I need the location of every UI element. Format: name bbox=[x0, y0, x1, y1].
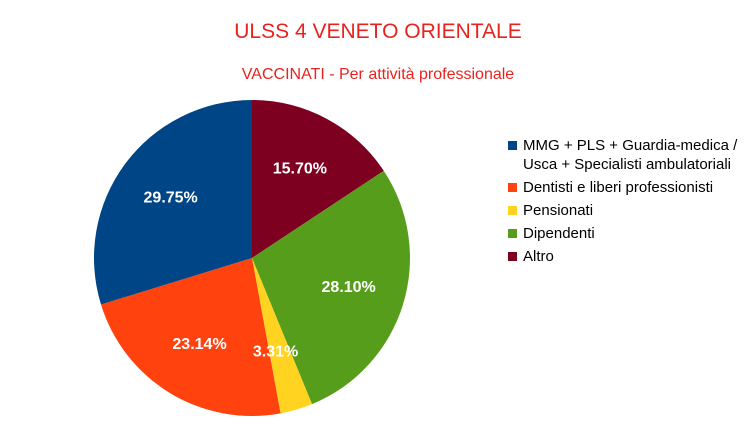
pie-slice bbox=[252, 100, 384, 258]
pie-slices bbox=[93, 100, 410, 416]
legend-swatch bbox=[508, 141, 517, 150]
legend-item-dipendenti: Dipendenti bbox=[508, 224, 748, 243]
legend-swatch bbox=[508, 206, 517, 215]
legend-swatch bbox=[508, 183, 517, 192]
pie-slice bbox=[252, 170, 410, 405]
slice-value-label: 29.75% bbox=[144, 189, 198, 206]
chart-title: ULSS 4 VENETO ORIENTALE bbox=[234, 20, 522, 43]
legend-label: Dentisti e liberi professionisti bbox=[523, 179, 714, 196]
pie-labels: 15.70% 28.10% 3.31% 23.14% 29.75% bbox=[144, 160, 376, 360]
legend-label: Dipendenti bbox=[523, 225, 595, 242]
slice-value-label: 3.31% bbox=[253, 343, 298, 360]
pie-slice bbox=[100, 258, 281, 416]
legend-label: Altro bbox=[523, 248, 554, 265]
legend-item-dentisti: Dentisti e liberi professionisti bbox=[508, 178, 748, 197]
legend-label: Pensionati bbox=[523, 202, 594, 219]
legend-label: MMG + PLS + Guardia-medica / Usca + Spec… bbox=[523, 137, 738, 173]
pie-slice bbox=[93, 100, 252, 305]
slice-value-label: 15.70% bbox=[273, 160, 327, 177]
pie-slice bbox=[252, 258, 313, 414]
legend-swatch bbox=[508, 229, 517, 238]
chart-subtitle: VACCINATI - Per attività professionale bbox=[241, 66, 515, 83]
legend-item-pensionati: Pensionati bbox=[508, 201, 748, 220]
legend-item-mmg: MMG + PLS + Guardia-medica / Usca + Spec… bbox=[508, 136, 748, 174]
legend-swatch bbox=[508, 252, 517, 261]
legend: MMG + PLS + Guardia-medica / Usca + Spec… bbox=[508, 136, 748, 270]
slice-value-label: 28.10% bbox=[322, 279, 376, 296]
legend-item-altro: Altro bbox=[508, 247, 748, 266]
slice-value-label: 23.14% bbox=[172, 336, 226, 353]
